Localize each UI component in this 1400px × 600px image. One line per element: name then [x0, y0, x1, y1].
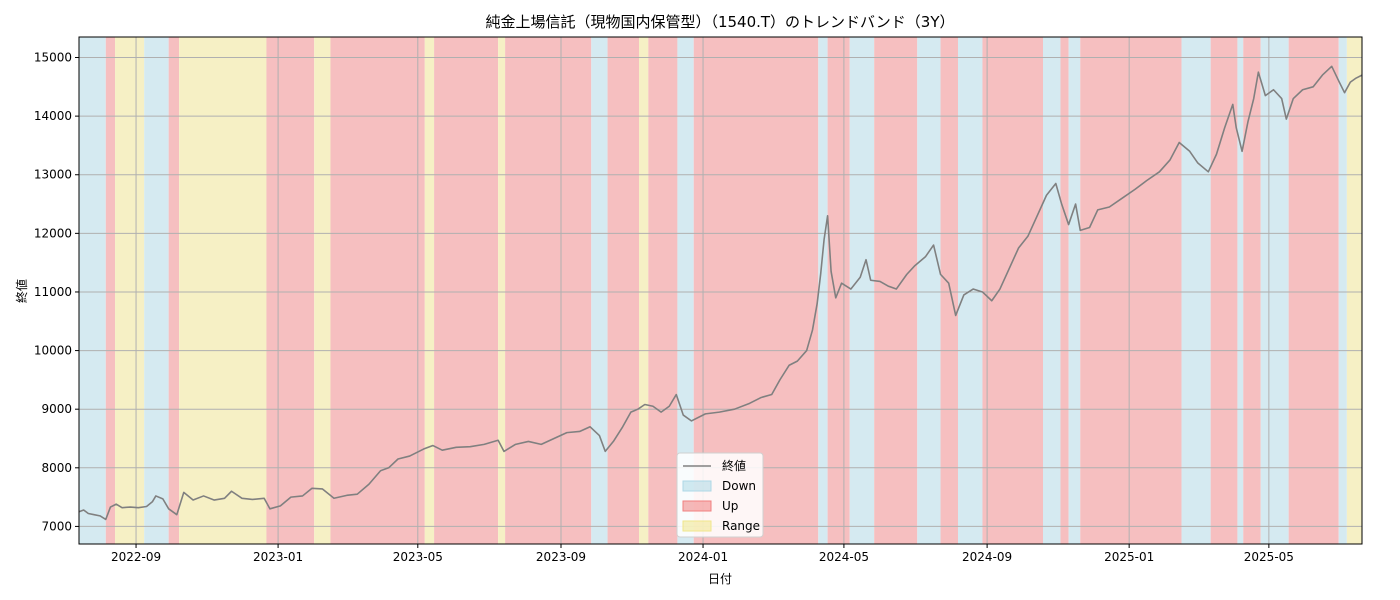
band-down — [1237, 37, 1244, 544]
close-price-line — [78, 65, 1363, 521]
band-up — [982, 37, 1043, 544]
band-range — [179, 37, 267, 544]
x-tick-label: 2025-01 — [1104, 550, 1154, 564]
band-up — [105, 37, 116, 544]
band-up — [505, 37, 592, 544]
y-axis-label: 終値 — [14, 279, 29, 303]
y-tick-label: 14000 — [34, 109, 72, 123]
band-down — [1068, 37, 1081, 544]
close-price-series — [78, 65, 1363, 521]
band-range — [1346, 37, 1362, 544]
y-tick-label: 9000 — [41, 402, 72, 416]
legend-box — [676, 452, 764, 538]
band-up — [648, 37, 678, 544]
band-up — [434, 37, 499, 544]
band-range — [424, 37, 435, 544]
band-down — [917, 37, 941, 544]
x-tick-label: 2024-01 — [678, 550, 728, 564]
chart-title: 純金上場信託（現物国内保管型）（1540.T）のトレンドバンド（3Y） — [485, 13, 954, 31]
band-range — [314, 37, 331, 544]
trend-bands — [79, 37, 1362, 544]
x-tick-label: 2024-09 — [962, 550, 1012, 564]
y-axis: 7000 8000 9000 10000 11000 12000 13000 14000 150… — [34, 51, 79, 533]
plot-area — [78, 36, 1363, 545]
y-tick-label: 10000 — [34, 344, 72, 358]
legend-label: Up — [722, 499, 738, 513]
x-tick-label: 2023-01 — [253, 550, 303, 564]
x-axis: 2022-09 2023-01 2023-05 2023-09 2024-01 2024-… — [111, 544, 1294, 564]
band-down — [818, 37, 828, 544]
band-up — [874, 37, 918, 544]
y-tick-label: 11000 — [34, 285, 72, 299]
y-tick-label: 12000 — [34, 226, 72, 240]
y-tick-label: 7000 — [41, 519, 72, 533]
band-down — [1260, 37, 1289, 544]
band-down — [1043, 37, 1061, 544]
band-down — [1338, 37, 1347, 544]
band-up — [1243, 37, 1261, 544]
band-down — [144, 37, 169, 544]
legend-swatch-down — [682, 480, 712, 492]
legend-label: Down — [722, 479, 756, 493]
x-tick-label: 2022-09 — [111, 550, 161, 564]
band-up — [1288, 37, 1339, 544]
band-range — [498, 37, 506, 544]
x-tick-label: 2025-05 — [1244, 550, 1294, 564]
band-up — [266, 37, 315, 544]
legend-swatch-up — [682, 500, 712, 512]
band-down — [79, 37, 106, 544]
legend-label: Range — [722, 519, 760, 533]
y-tick-label: 13000 — [34, 168, 72, 182]
band-up — [940, 37, 958, 544]
band-up — [168, 37, 180, 544]
y-tick-label: 15000 — [34, 51, 72, 65]
x-tick-label: 2024-05 — [819, 550, 869, 564]
band-down — [591, 37, 608, 544]
band-down — [677, 37, 694, 544]
band-up — [1080, 37, 1182, 544]
band-range — [115, 37, 145, 544]
legend: 終値 Down Up Range — [676, 452, 764, 538]
legend-label: 終値 — [722, 458, 746, 473]
x-tick-label: 2023-09 — [536, 550, 586, 564]
legend-swatch-range — [682, 520, 712, 532]
band-up — [607, 37, 639, 544]
y-tick-label: 8000 — [41, 461, 72, 475]
band-range — [639, 37, 649, 544]
x-axis-label: 日付 — [708, 572, 732, 586]
band-up — [1210, 37, 1238, 544]
x-tick-label: 2023-05 — [393, 550, 443, 564]
plot-frame — [78, 36, 1363, 545]
band-down — [1181, 37, 1211, 544]
band-up — [1060, 37, 1069, 544]
band-down — [849, 37, 875, 544]
band-up — [330, 37, 425, 544]
